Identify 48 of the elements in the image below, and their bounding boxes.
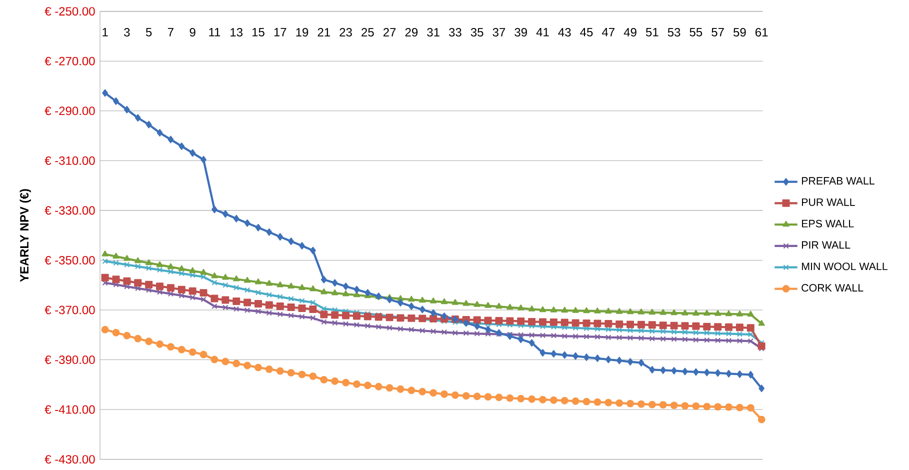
y-tick-label: € -250.00	[44, 7, 95, 16]
legend-label: CORK WALL	[802, 284, 864, 292]
x-tick-label: 43	[558, 28, 571, 37]
y-tick-label: € -430.00	[44, 455, 95, 464]
x-tick-label: 55	[690, 28, 702, 36]
x-tick-label: 3	[124, 28, 130, 37]
x-tick-label: 37	[492, 28, 506, 37]
x-tick-label: 23	[340, 28, 352, 37]
y-tick-label: € -410.00	[44, 405, 95, 414]
x-tick-label: 17	[274, 28, 286, 36]
x-tick-label: 15	[252, 28, 264, 36]
y-tick-label: € -330.00	[44, 206, 95, 215]
x-tick-label: 57	[712, 28, 724, 36]
legend-label: PIR WALL	[802, 241, 850, 249]
y-tick-label: € -290.00	[44, 106, 95, 116]
x-tick-label: 35	[470, 28, 484, 37]
x-tick-label: 19	[296, 28, 308, 37]
x-tick-label: 25	[362, 28, 374, 37]
y-tick-label: € -350.00	[44, 256, 95, 264]
x-tick-label: 1	[102, 28, 108, 36]
x-tick-label: 49	[624, 28, 636, 37]
legend-label: PUR WALL	[802, 198, 855, 206]
x-tick-label: 21	[318, 28, 330, 36]
x-tick-label: 61	[756, 28, 768, 37]
x-tick-label: 59	[734, 28, 746, 37]
legend-label: PREFAB WALL	[802, 177, 874, 184]
legend-label: MIN WOOL WALL	[802, 262, 888, 270]
x-tick-label: 13	[230, 28, 242, 37]
y-tick-label: € -370.00	[44, 306, 95, 314]
x-tick-label: 41	[536, 28, 549, 36]
y-tick-label: € -390.00	[44, 356, 95, 364]
x-tick-label: 33	[448, 28, 462, 37]
y-tick-label: € -270.00	[44, 56, 95, 66]
x-tick-label: 45	[580, 28, 593, 36]
legend-label: EPS WALL	[802, 220, 854, 228]
x-tick-label: 51	[646, 28, 658, 36]
x-tick-label: 7	[168, 28, 174, 36]
x-tick-label: 5	[146, 28, 152, 36]
x-tick-label: 31	[427, 28, 440, 37]
x-tick-label: 9	[190, 28, 196, 37]
x-tick-label: 29	[405, 28, 418, 37]
x-tick-label: 27	[383, 28, 396, 36]
x-tick-label: 53	[668, 28, 680, 37]
x-tick-label: 47	[602, 28, 614, 36]
y-tick-label: € -310.00	[44, 156, 95, 165]
x-tick-label: 39	[514, 28, 527, 37]
x-tick-label: 11	[209, 28, 220, 36]
y-axis-title: YEARLY NPV (€)	[20, 189, 31, 282]
